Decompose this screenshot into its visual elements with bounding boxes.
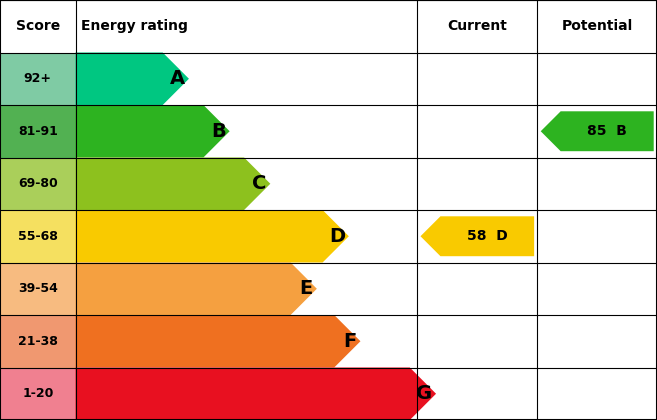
Text: 58  D: 58 D — [467, 229, 508, 243]
Text: 39-54: 39-54 — [18, 282, 58, 295]
Polygon shape — [541, 111, 654, 151]
Text: Potential: Potential — [562, 19, 633, 33]
Bar — [76, 210, 657, 262]
Polygon shape — [76, 158, 270, 210]
Bar — [76, 315, 657, 368]
Bar — [0, 105, 76, 158]
Bar — [0, 315, 76, 368]
Text: G: G — [416, 384, 432, 403]
Polygon shape — [76, 52, 189, 105]
Text: E: E — [300, 279, 313, 298]
Text: 69-80: 69-80 — [18, 177, 58, 190]
Text: A: A — [170, 69, 185, 88]
Bar — [0, 368, 76, 420]
Text: Score: Score — [16, 19, 60, 33]
Text: C: C — [252, 174, 266, 193]
Polygon shape — [76, 105, 230, 158]
Text: Energy rating: Energy rating — [81, 19, 188, 33]
Text: 55-68: 55-68 — [18, 230, 58, 243]
Polygon shape — [420, 216, 534, 256]
Polygon shape — [76, 315, 361, 368]
Bar — [0, 0, 657, 52]
Bar — [76, 368, 657, 420]
Bar — [0, 262, 76, 315]
Text: 92+: 92+ — [24, 72, 52, 85]
Text: B: B — [211, 122, 226, 141]
Polygon shape — [76, 368, 436, 420]
Text: 21-38: 21-38 — [18, 335, 58, 348]
Text: 81-91: 81-91 — [18, 125, 58, 138]
Bar — [76, 158, 657, 210]
Bar — [76, 105, 657, 158]
Text: D: D — [328, 227, 345, 246]
Text: 1-20: 1-20 — [22, 387, 53, 400]
Bar — [76, 52, 657, 105]
Bar — [0, 210, 76, 262]
Text: 85  B: 85 B — [587, 124, 627, 138]
Polygon shape — [76, 262, 317, 315]
Polygon shape — [76, 210, 349, 262]
Bar — [0, 158, 76, 210]
Text: Current: Current — [447, 19, 507, 33]
Bar — [0, 52, 76, 105]
Text: F: F — [343, 332, 357, 351]
Bar — [76, 262, 657, 315]
